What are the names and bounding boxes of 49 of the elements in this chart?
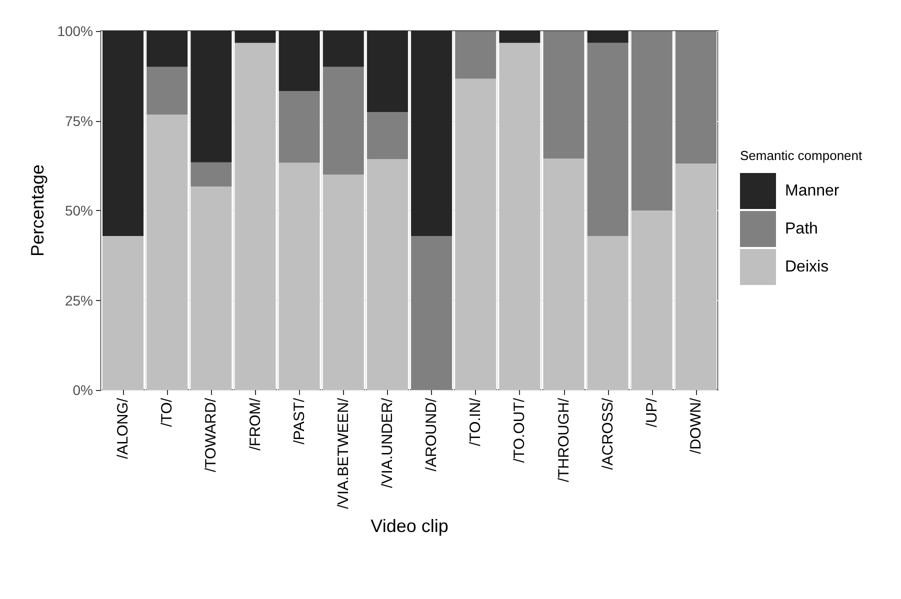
x-tick-label: /VIA.BETWEEN/ xyxy=(334,397,352,509)
x-tick-label: /THROUGH/ xyxy=(555,397,572,482)
bar xyxy=(190,186,232,390)
bar xyxy=(366,112,408,160)
bar xyxy=(366,159,408,390)
y-tick-label: 25% xyxy=(64,292,93,308)
bar xyxy=(631,31,672,210)
bar xyxy=(322,66,364,175)
bar xyxy=(190,162,232,186)
bar xyxy=(322,174,364,390)
x-tick-label: /DOWN/ xyxy=(687,397,704,454)
bar xyxy=(675,163,716,390)
bar xyxy=(631,210,672,390)
bar xyxy=(543,158,584,390)
bar xyxy=(455,31,496,79)
bar xyxy=(675,31,716,164)
bar xyxy=(146,66,188,115)
x-tick-label: /FROM/ xyxy=(246,397,264,450)
x-tick-label: /TO.IN/ xyxy=(467,397,484,446)
y-tick-label: 75% xyxy=(64,112,93,129)
y-tick-label: 0% xyxy=(72,382,93,398)
x-tick-label: /PAST/ xyxy=(290,397,308,444)
legend-label: Deixis xyxy=(785,258,829,276)
bar xyxy=(587,42,628,236)
bar xyxy=(411,236,452,390)
x-tick-label: /ACROSS/ xyxy=(599,397,616,470)
y-axis-title: Percentage xyxy=(27,164,48,257)
legend-label: Path xyxy=(785,220,818,238)
bar xyxy=(587,236,628,390)
bar xyxy=(234,42,276,390)
x-axis-title: Video clip xyxy=(370,516,448,536)
bar xyxy=(278,90,320,163)
x-tick-label: /UP/ xyxy=(643,397,660,428)
bar xyxy=(543,31,584,158)
x-tick-label: /TO.OUT/ xyxy=(511,397,528,463)
y-tick-label: 50% xyxy=(64,202,93,218)
legend-title: Semantic component xyxy=(740,148,863,163)
bar xyxy=(499,42,540,390)
legend-label: Manner xyxy=(785,182,840,200)
bar xyxy=(455,78,496,390)
x-tick-label: /ALONG/ xyxy=(114,397,132,459)
y-tick-label: 100% xyxy=(57,23,93,39)
bar xyxy=(146,114,188,390)
x-tick-label: /AROUND/ xyxy=(423,397,440,472)
bar xyxy=(278,162,320,390)
x-tick-label: /TOWARD/ xyxy=(202,397,220,472)
x-tick-label: /TO/ xyxy=(158,397,176,427)
x-tick-label: /VIA.UNDER/ xyxy=(378,397,396,488)
bar xyxy=(102,236,144,390)
